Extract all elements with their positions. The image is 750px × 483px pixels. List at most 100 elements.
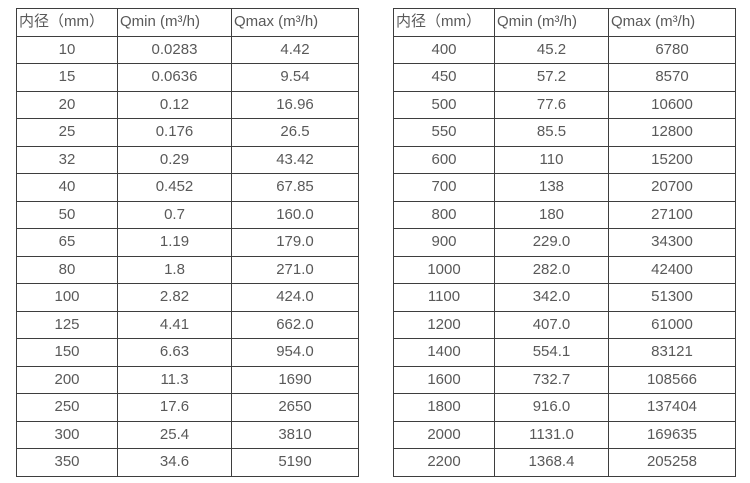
table-row: 500 77.6 10600	[393, 90, 736, 119]
table-row: 50 0.7 160.0	[16, 200, 359, 229]
table-cell: 1200	[393, 310, 495, 339]
table-cell: 1400	[393, 338, 495, 367]
table-cell: 15200	[608, 145, 736, 174]
table-row: 250 17.6 2650	[16, 393, 359, 422]
table-cell: 550	[393, 118, 495, 147]
table-cell: 0.0283	[117, 35, 232, 64]
table-cell: 25	[16, 118, 118, 147]
table-cell: 200	[16, 365, 118, 394]
table-cell: 8570	[608, 63, 736, 92]
table-row: 1100 342.0 51300	[393, 283, 736, 312]
table-cell: 180	[494, 200, 609, 229]
table-cell: 954.0	[231, 338, 359, 367]
table-cell: 16.96	[231, 90, 359, 119]
table-cell: 110	[494, 145, 609, 174]
table-cell: 5190	[231, 448, 359, 477]
table-row: 1600 732.7 108566	[393, 365, 736, 394]
table-cell: 2.82	[117, 283, 232, 312]
table-row: 20 0.12 16.96	[16, 90, 359, 119]
table-row: 550 85.5 12800	[393, 118, 736, 147]
flow-table-small-diameters: 内径（mm） Qmin (m³/h) Qmax (m³/h) 10 0.0283 4.42…	[16, 8, 359, 477]
table-cell: 50	[16, 200, 118, 229]
table-row: 32 0.29 43.42	[16, 145, 359, 174]
table-row: 200 11.3 1690	[16, 365, 359, 394]
table-row: 800 180 27100	[393, 200, 736, 229]
table-cell: 20	[16, 90, 118, 119]
table-row: 300 25.4 3810	[16, 420, 359, 449]
table-cell: 12800	[608, 118, 736, 147]
table-cell: 57.2	[494, 63, 609, 92]
qmax-column-header: Qmax (m³/h)	[608, 8, 736, 37]
table-cell: 800	[393, 200, 495, 229]
table-cell: 732.7	[494, 365, 609, 394]
table-cell: 160.0	[231, 200, 359, 229]
table-row: 400 45.2 6780	[393, 35, 736, 64]
table-cell: 6780	[608, 35, 736, 64]
table-cell: 0.7	[117, 200, 232, 229]
table-cell: 229.0	[494, 228, 609, 257]
qmin-column-header: Qmin (m³/h)	[117, 8, 232, 37]
flow-table-large-diameters: 内径（mm） Qmin (m³/h) Qmax (m³/h) 400 45.2 6780 4…	[393, 8, 736, 477]
table-cell: 916.0	[494, 393, 609, 422]
table-cell: 150	[16, 338, 118, 367]
table-cell: 300	[16, 420, 118, 449]
inner-diameter-column-header: 内径（mm）	[16, 8, 118, 37]
table-cell: 1368.4	[494, 448, 609, 477]
table-cell: 3810	[231, 420, 359, 449]
table-cell: 4.42	[231, 35, 359, 64]
qmin-column-header: Qmin (m³/h)	[494, 8, 609, 37]
table-cell: 61000	[608, 310, 736, 339]
table-cell: 85.5	[494, 118, 609, 147]
table-cell: 25.4	[117, 420, 232, 449]
table-cell: 662.0	[231, 310, 359, 339]
table-cell: 138	[494, 173, 609, 202]
table-cell: 900	[393, 228, 495, 257]
table-cell: 45.2	[494, 35, 609, 64]
table-cell: 0.0636	[117, 63, 232, 92]
table-cell: 0.12	[117, 90, 232, 119]
table-row: 125 4.41 662.0	[16, 310, 359, 339]
table-cell: 6.63	[117, 338, 232, 367]
table-row: 600 110 15200	[393, 145, 736, 174]
table-cell: 0.452	[117, 173, 232, 202]
table-cell: 40	[16, 173, 118, 202]
table-row: 1000 282.0 42400	[393, 255, 736, 284]
table-cell: 20700	[608, 173, 736, 202]
table-row: 1800 916.0 137404	[393, 393, 736, 422]
table-cell: 4.41	[117, 310, 232, 339]
table-cell: 1690	[231, 365, 359, 394]
table-cell: 26.5	[231, 118, 359, 147]
table-cell: 1600	[393, 365, 495, 394]
header-row: 内径（mm） Qmin (m³/h) Qmax (m³/h)	[16, 8, 359, 37]
table-cell: 1000	[393, 255, 495, 284]
table-cell: 67.85	[231, 173, 359, 202]
table-cell: 10600	[608, 90, 736, 119]
table-cell: 0.29	[117, 145, 232, 174]
table-row: 15 0.0636 9.54	[16, 63, 359, 92]
table-cell: 450	[393, 63, 495, 92]
table-row: 40 0.452 67.85	[16, 173, 359, 202]
table-cell: 27100	[608, 200, 736, 229]
table-cell: 271.0	[231, 255, 359, 284]
table-cell: 1131.0	[494, 420, 609, 449]
table-cell: 77.6	[494, 90, 609, 119]
table-cell: 15	[16, 63, 118, 92]
table-row: 150 6.63 954.0	[16, 338, 359, 367]
table-cell: 424.0	[231, 283, 359, 312]
table-cell: 350	[16, 448, 118, 477]
table-cell: 137404	[608, 393, 736, 422]
qmax-column-header: Qmax (m³/h)	[231, 8, 359, 37]
table-cell: 2650	[231, 393, 359, 422]
table-cell: 2200	[393, 448, 495, 477]
table-cell: 34300	[608, 228, 736, 257]
table-row: 900 229.0 34300	[393, 228, 736, 257]
table-cell: 34.6	[117, 448, 232, 477]
table-row: 350 34.6 5190	[16, 448, 359, 477]
table-cell: 500	[393, 90, 495, 119]
table-cell: 400	[393, 35, 495, 64]
table-cell: 32	[16, 145, 118, 174]
table-cell: 51300	[608, 283, 736, 312]
table-row: 2000 1131.0 169635	[393, 420, 736, 449]
table-row: 100 2.82 424.0	[16, 283, 359, 312]
table-cell: 1100	[393, 283, 495, 312]
